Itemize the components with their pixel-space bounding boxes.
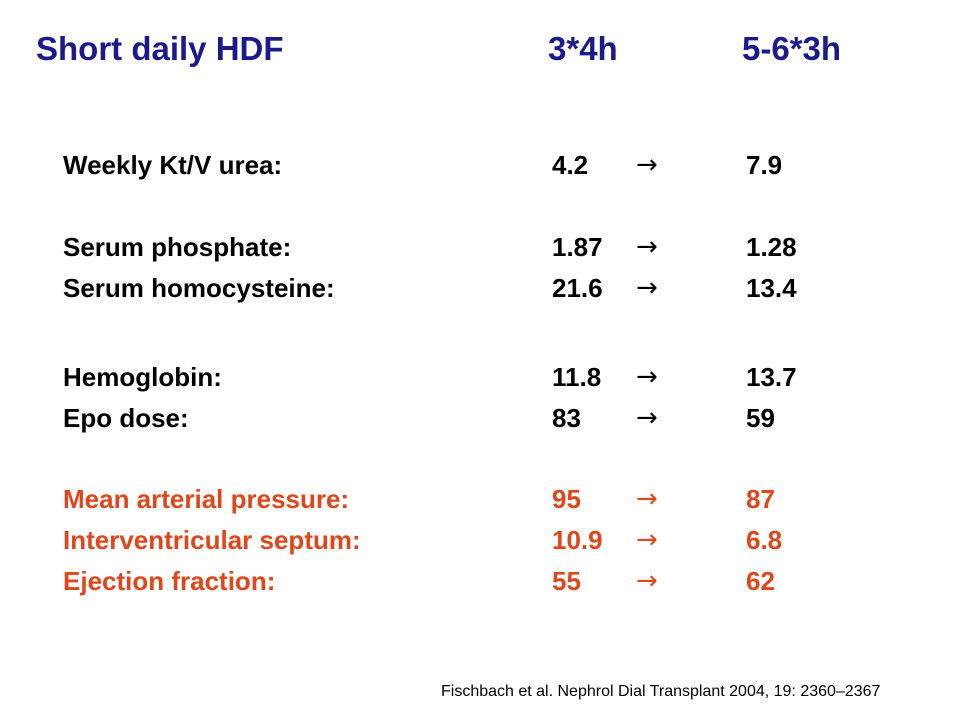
- arrow-right-icon: →: [636, 232, 658, 262]
- value-before: 55: [552, 566, 581, 596]
- value-after: 87: [746, 484, 775, 514]
- result-label: Weekly Kt/V urea:: [63, 150, 283, 180]
- result-label: Epo dose:: [63, 403, 189, 433]
- title-main: Short daily HDF: [36, 30, 284, 67]
- value-before: 10.9: [552, 525, 603, 555]
- result-row: Ejection fraction: 55 → 62: [0, 566, 960, 606]
- arrow-right-icon: →: [636, 273, 658, 303]
- result-row: Serum homocysteine: 21.6 → 13.4: [0, 273, 960, 313]
- value-after: 1.28: [746, 232, 797, 262]
- value-after: 7.9: [746, 150, 783, 180]
- result-label: Hemoglobin:: [63, 362, 222, 392]
- value-before: 1.87: [552, 232, 603, 262]
- title-column-after: 5-6*3h: [742, 30, 842, 67]
- arrow-right-icon: →: [636, 362, 658, 392]
- slide-title: Short daily HDF 3*4h 5-6*3h: [0, 30, 960, 80]
- value-before: 11.8: [552, 362, 602, 392]
- result-row: Serum phosphate: 1.87 → 1.28: [0, 232, 960, 272]
- arrow-right-icon: →: [636, 566, 658, 596]
- arrow-right-icon: →: [636, 403, 658, 433]
- arrow-right-icon: →: [636, 150, 658, 180]
- result-label: Mean arterial pressure:: [63, 484, 350, 514]
- result-label: Serum homocysteine:: [63, 273, 335, 303]
- value-after: 13.7: [746, 362, 797, 392]
- result-row: Weekly Kt/V urea: 4.2 → 7.9: [0, 150, 960, 190]
- result-row: Hemoglobin: 11.8 → 13.7: [0, 362, 960, 402]
- value-before: 95: [552, 484, 581, 514]
- value-before: 4.2: [552, 150, 589, 180]
- value-after: 13.4: [746, 273, 797, 303]
- value-after: 59: [746, 403, 775, 433]
- title-column-before: 3*4h: [548, 30, 618, 67]
- value-after: 6.8: [746, 525, 783, 555]
- result-label: Serum phosphate:: [63, 232, 292, 262]
- citation: Fischbach et al. Nephrol Dial Transplant…: [441, 683, 881, 700]
- result-label: Ejection fraction:: [63, 566, 276, 596]
- value-after: 62: [746, 566, 775, 596]
- arrow-right-icon: →: [636, 525, 658, 555]
- result-label: Interventricular septum:: [63, 525, 361, 555]
- value-before: 83: [552, 403, 581, 433]
- result-row: Interventricular septum: 10.9 → 6.8: [0, 525, 960, 565]
- value-before: 21.6: [552, 273, 603, 303]
- result-row: Epo dose: 83 → 59: [0, 403, 960, 443]
- arrow-right-icon: →: [636, 484, 658, 514]
- result-row: Mean arterial pressure: 95 → 87: [0, 484, 960, 524]
